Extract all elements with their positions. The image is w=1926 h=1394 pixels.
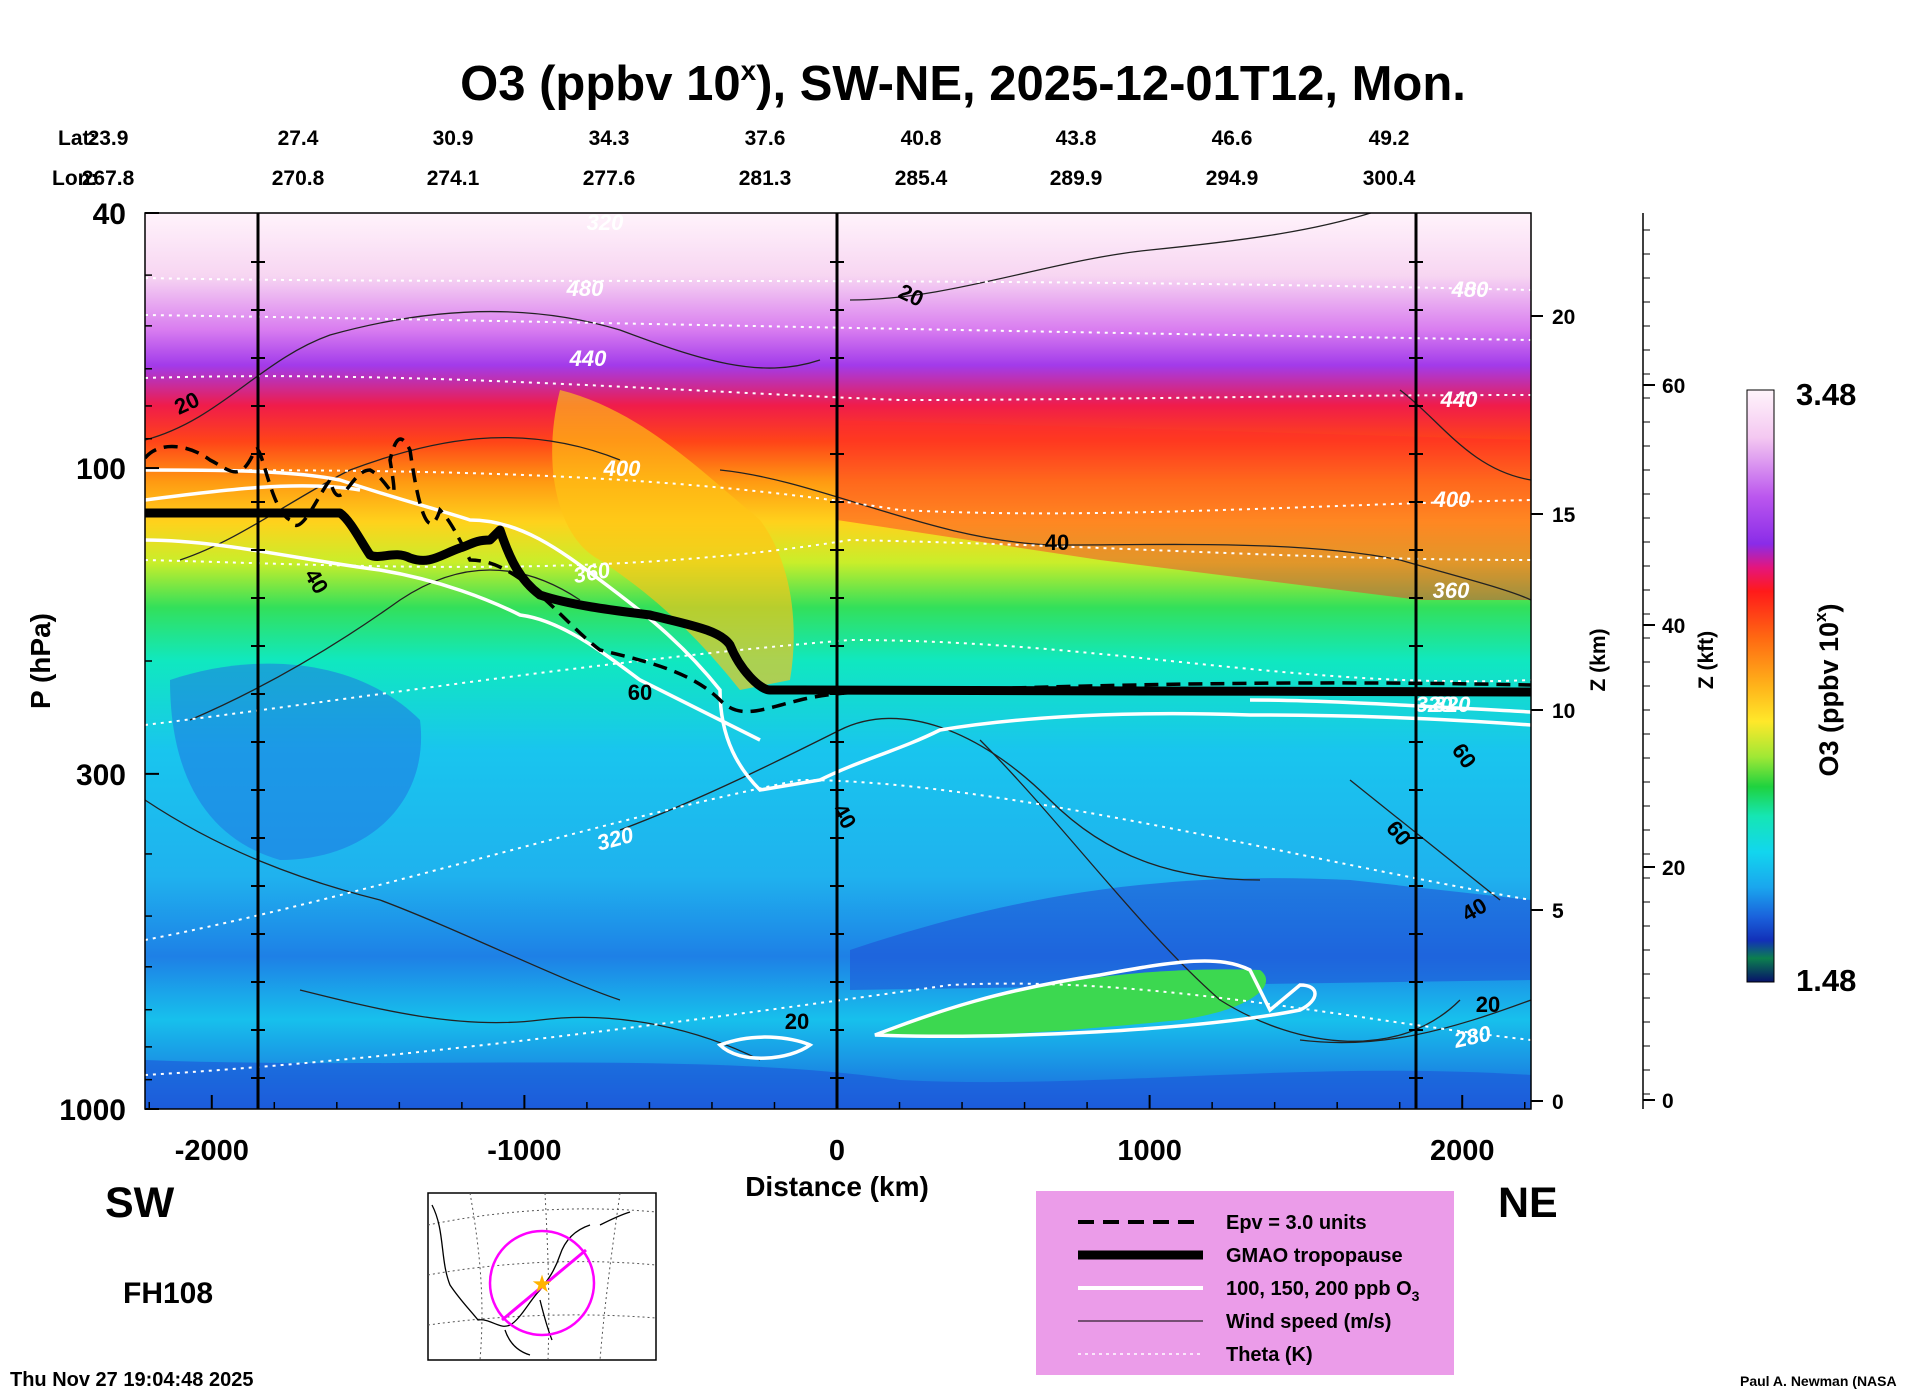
legend-item-ozone-contours: 100, 150, 200 ppb O3	[1226, 1278, 1420, 1304]
legend-item-epv: Epv = 3.0 units	[1226, 1212, 1367, 1234]
lat-value: 34.3	[589, 127, 630, 150]
theta-label: 360	[1433, 578, 1470, 603]
theta-label: 440	[569, 346, 607, 371]
x-axis: -2000 -1000 0 1000 2000	[148, 1095, 1526, 1167]
lon-value: 285.4	[895, 167, 948, 190]
x-tick-label: -2000	[175, 1135, 249, 1167]
lon-values: 267.8 270.8 274.1 277.6 281.3 285.4 289.9 294.9…	[82, 167, 1416, 190]
lon-value: 300.4	[1363, 167, 1416, 190]
z-km-tick-label: 5	[1552, 900, 1564, 923]
lon-value: 267.8	[82, 167, 135, 190]
ne-label: NE	[1498, 1179, 1558, 1227]
high-ozone-east	[837, 420, 1531, 600]
p-tick-label: 300	[76, 759, 126, 792]
epv-contour	[145, 437, 1531, 714]
colorbar-max: 3.48	[1796, 377, 1856, 412]
low-ozone-band	[850, 878, 1531, 990]
z-km-axis-label: Z (km)	[1587, 629, 1610, 692]
legend: Epv = 3.0 units GMAO tropopause 100, 150…	[1036, 1191, 1454, 1375]
wind-speed-contours	[145, 213, 1531, 1061]
timestamp: Thu Nov 27 19:04:48 2025	[10, 1369, 253, 1391]
theta-label: 480	[566, 276, 604, 301]
x-tick-label: -1000	[487, 1135, 561, 1167]
lon-value: 274.1	[427, 167, 480, 190]
inset-map: ★	[427, 1192, 657, 1361]
z-km-tick-label: 15	[1552, 504, 1576, 527]
colorbar	[1746, 389, 1775, 983]
wind-speed-label: 60	[628, 680, 652, 705]
colorbar-label: O3 (ppbv 10x)	[1811, 603, 1844, 776]
lat-value: 23.9	[88, 127, 129, 150]
z-km-axis: 0 5 10 15 20	[1531, 306, 1576, 1114]
legend-item-wind: Wind speed (m/s)	[1226, 1311, 1391, 1333]
theta-label: 400	[1433, 487, 1471, 512]
reference-vertical-ticks	[251, 261, 1423, 1079]
theta-label: 400	[603, 456, 641, 481]
lon-value: 270.8	[272, 167, 325, 190]
lat-value: 49.2	[1369, 127, 1410, 150]
z-kft-tick-label: 60	[1662, 375, 1685, 398]
x-tick-label: 0	[829, 1135, 845, 1167]
z-kft-axis: 0 20 40 60	[1642, 213, 1685, 1113]
lon-row-label: Lon:	[52, 167, 97, 190]
legend-item-theta: Theta (K)	[1226, 1344, 1313, 1366]
p-tick-label: 1000	[59, 1094, 126, 1127]
x-axis-label: Distance (km)	[745, 1171, 929, 1202]
theta-label: 320	[587, 210, 624, 235]
lon-value: 294.9	[1206, 167, 1259, 190]
green-lower-lobe	[880, 969, 1267, 1037]
lat-values: 23.9 27.4 30.9 34.3 37.6 40.8 43.8 46.6 49.2	[88, 127, 1410, 150]
z-km-tick-label: 0	[1552, 1091, 1564, 1114]
lat-value: 40.8	[901, 127, 942, 150]
lat-value: 27.4	[278, 127, 319, 150]
stratospheric-fold-patch	[552, 390, 794, 690]
deep-blue-patch-west	[170, 663, 422, 860]
lat-value: 37.6	[745, 127, 786, 150]
chart-title: O3 (ppbv 10x), SW-NE, 2025-12-01T12, Mon…	[460, 55, 1466, 111]
wind-speed-label: 20	[785, 1009, 809, 1034]
z-kft-tick-label: 20	[1662, 857, 1685, 880]
map-range-circle	[488, 1229, 596, 1337]
z-kft-tick-label: 0	[1662, 1090, 1674, 1113]
reference-verticals	[256, 213, 1418, 1109]
wind-speed-label: 20	[1476, 992, 1500, 1017]
legend-item-tropopause: GMAO tropopause	[1226, 1245, 1403, 1267]
ozone-ppb-contours	[145, 468, 1531, 1060]
theta-label: 320	[1416, 692, 1453, 717]
z-km-tick-label: 10	[1552, 700, 1575, 723]
theta-label: 480	[1451, 277, 1489, 302]
gmao-tropopause	[145, 508, 1531, 697]
credit: Paul A. Newman (NASA	[1740, 1373, 1897, 1389]
wind-speed-label: 40	[1045, 530, 1069, 555]
lat-value: 30.9	[433, 127, 474, 150]
theta-label: 320	[1434, 692, 1471, 717]
lon-value: 289.9	[1050, 167, 1103, 190]
z-kft-axis-label: Z (kft)	[1695, 631, 1718, 689]
theta-label: 440	[1440, 387, 1478, 412]
p-axis: 1000 300 100 40	[59, 198, 159, 1127]
forecast-hour: FH108	[123, 1277, 213, 1310]
p-tick-label: 40	[93, 198, 126, 231]
z-kft-tick-label: 40	[1662, 615, 1685, 638]
p-tick-label: 100	[76, 453, 126, 486]
y-axis-label: P (hPa)	[25, 613, 56, 709]
map-center-star: ★	[531, 1271, 553, 1298]
lat-row-label: Lat:	[58, 127, 97, 150]
x-tick-label: 1000	[1117, 1135, 1182, 1167]
lon-value: 277.6	[583, 167, 636, 190]
lat-value: 43.8	[1056, 127, 1097, 150]
lat-value: 46.6	[1212, 127, 1253, 150]
sw-label: SW	[105, 1179, 175, 1227]
x-tick-label: 2000	[1430, 1135, 1495, 1167]
map-track	[501, 1248, 587, 1322]
z-km-tick-label: 20	[1552, 306, 1575, 329]
lon-value: 281.3	[739, 167, 792, 190]
colorbar-min: 1.48	[1796, 963, 1856, 998]
